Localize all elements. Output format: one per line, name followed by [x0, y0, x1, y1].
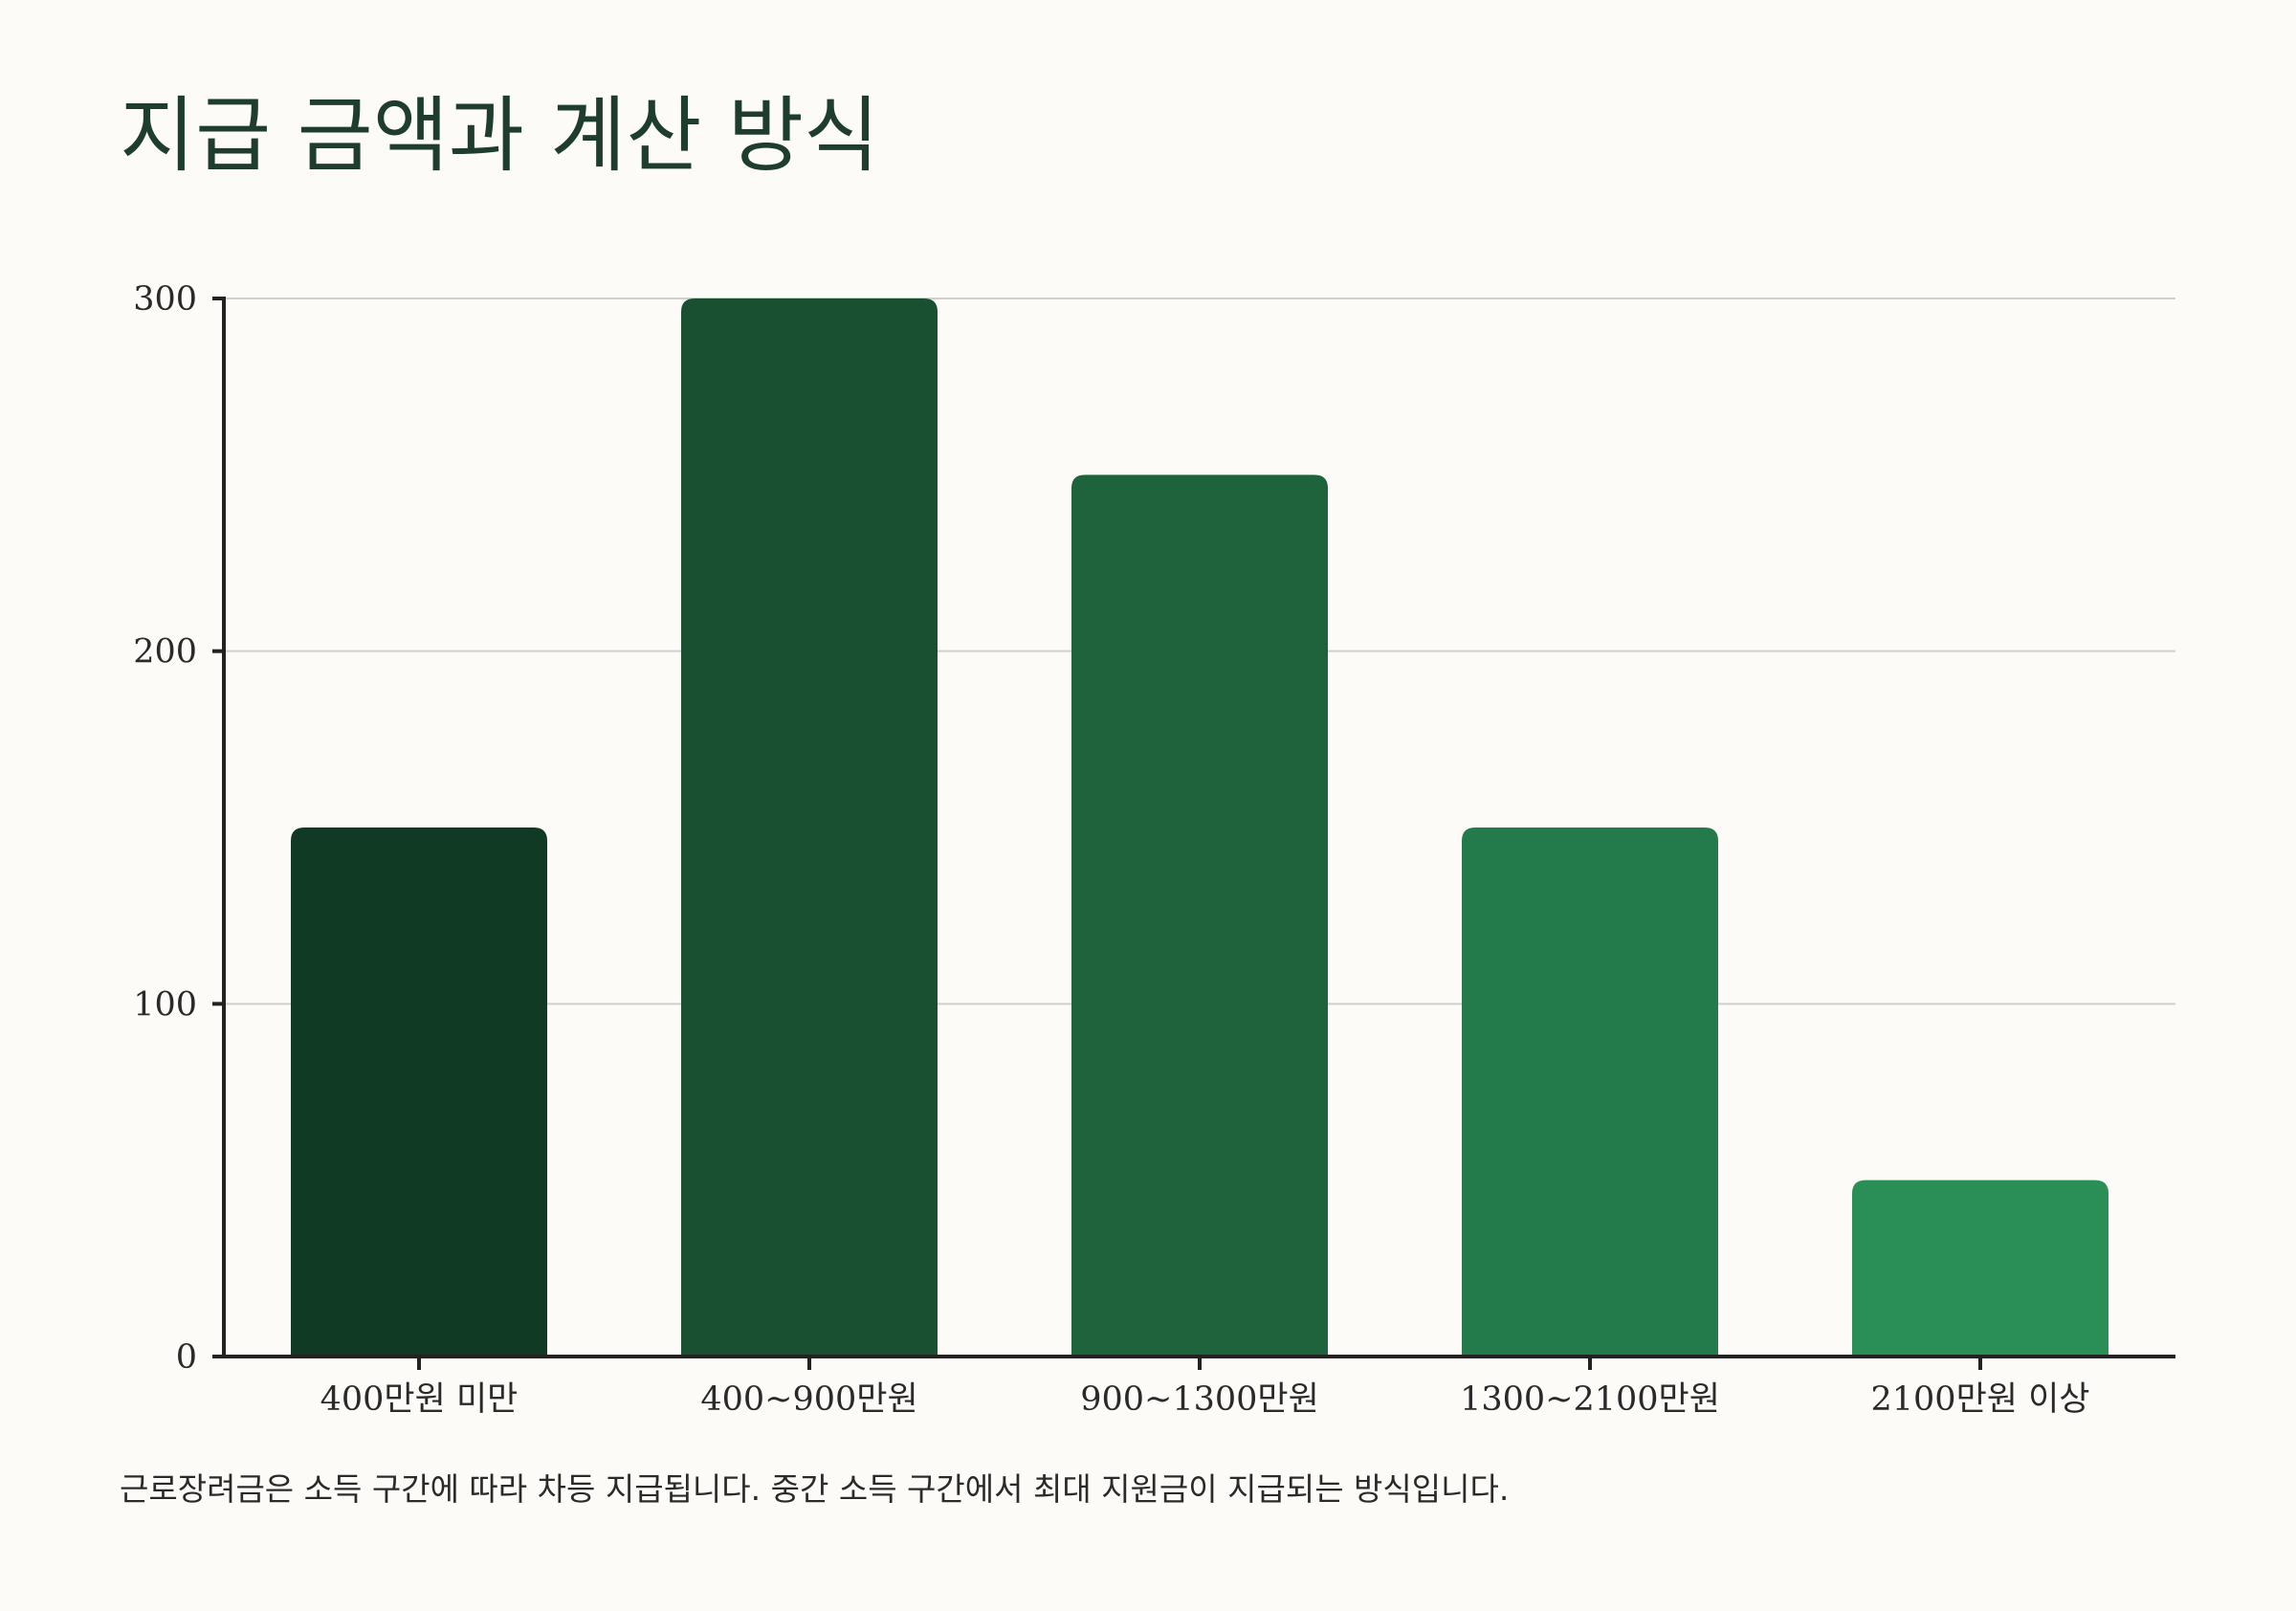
tick-labels: 0 100 200 300 400만원 미만 400~900만원 900~1300만원 130…: [133, 280, 2089, 1419]
bar: [291, 828, 547, 1357]
x-tick-label: 400~900만원: [700, 1380, 917, 1419]
bar: [681, 298, 938, 1357]
bar: [1462, 828, 1718, 1357]
x-tick-label: 900~1300만원: [1080, 1380, 1319, 1419]
chart-caption: 근로장려금은 소득 구간에 따라 차등 지급됩니다. 중간 소득 구간에서 최대…: [120, 1470, 1510, 1508]
bar: [1071, 474, 1328, 1357]
axes: [212, 297, 2175, 1370]
y-tick-label: 300: [133, 280, 197, 319]
bars: [291, 298, 2108, 1357]
x-tick-label: 400만원 미만: [320, 1380, 519, 1419]
x-tick-label: 2100만원 이상: [1871, 1380, 2090, 1419]
y-tick-label: 100: [133, 985, 197, 1024]
bar: [1852, 1180, 2108, 1357]
x-tick-label: 1300~2100만원: [1460, 1380, 1720, 1419]
y-tick-label: 200: [133, 633, 197, 672]
y-tick-label: 0: [176, 1338, 197, 1377]
page-title: 지급 금액과 계산 방식: [120, 88, 880, 184]
